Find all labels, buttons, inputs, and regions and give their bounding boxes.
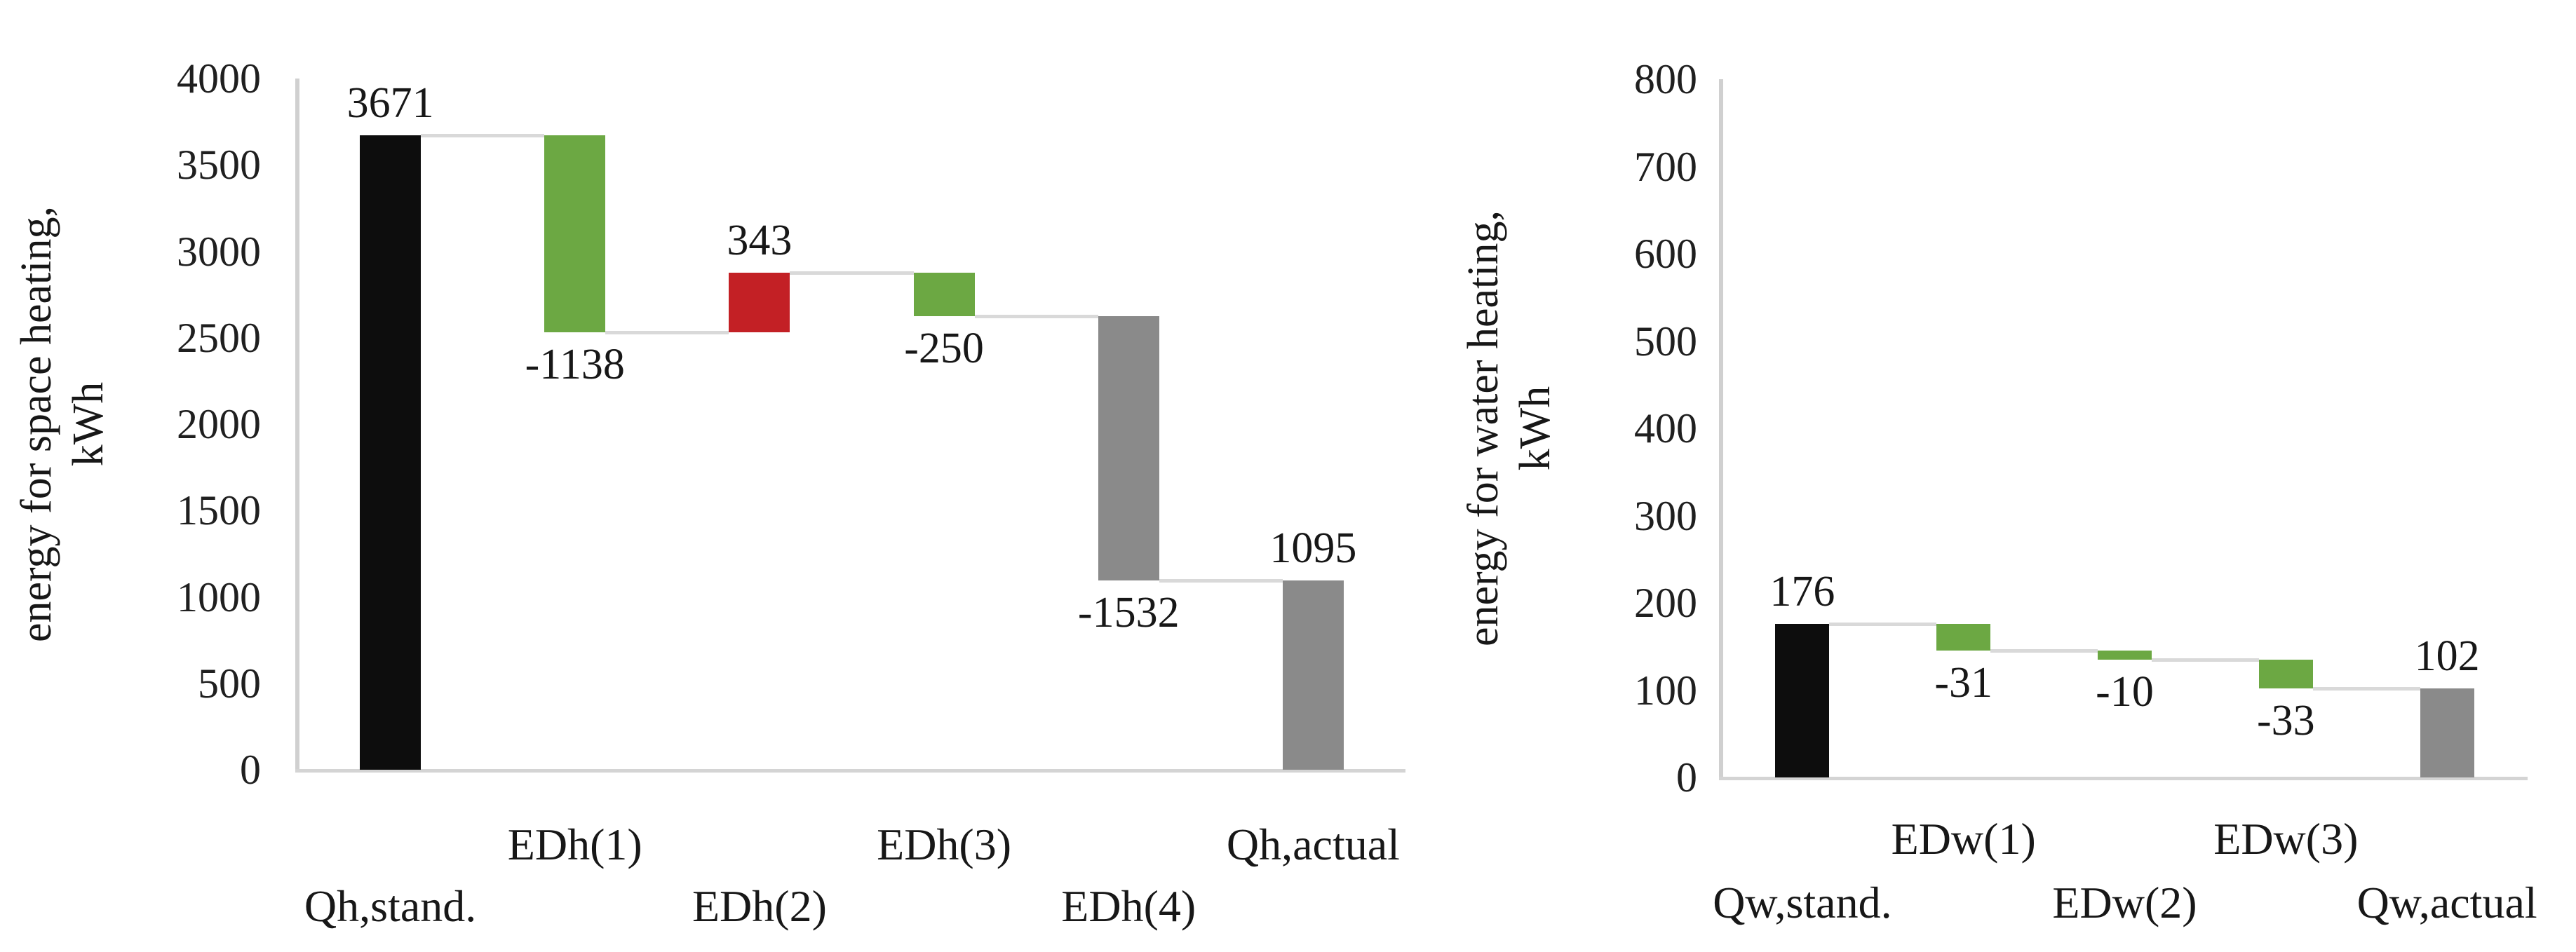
category-label: EDh(2): [692, 881, 827, 931]
connector-line: [605, 330, 729, 334]
category-label: EDh(1): [507, 820, 642, 869]
waterfall-bar: [1936, 623, 1991, 651]
y-tick-label: 1500: [177, 487, 261, 534]
y-tick-label: 300: [1634, 492, 1697, 539]
y-tick-label: 700: [1634, 143, 1697, 190]
x-axis-baseline: [1719, 777, 2528, 780]
waterfall-bar: [1775, 623, 1830, 777]
y-tick-label: 100: [1634, 667, 1697, 714]
bar-value-label: 176: [1769, 567, 1835, 616]
waterfall-bar: [913, 273, 975, 316]
waterfall-bar: [544, 135, 606, 332]
y-tick-label: 0: [1676, 754, 1697, 801]
connector-line: [1990, 649, 2098, 653]
bar-value-label: -1532: [1077, 589, 1180, 637]
y-tick-label: 600: [1634, 231, 1697, 277]
bar-value-label: 102: [2414, 632, 2480, 680]
category-label: EDw(1): [1891, 814, 2036, 864]
waterfall-bar: [729, 273, 790, 332]
category-label: Qh,actual: [1226, 820, 1400, 869]
bar-value-label: -10: [2096, 667, 2154, 716]
connector-line: [2312, 687, 2420, 691]
waterfall-bar: [360, 135, 422, 770]
category-label: Qw,stand.: [1713, 878, 1892, 927]
y-tick-label: 500: [1634, 318, 1697, 365]
bar-value-label: 3671: [346, 79, 434, 128]
waterfall-bar: [2258, 659, 2313, 688]
bar-value-label: -33: [2256, 697, 2315, 744]
connector-line: [421, 134, 545, 138]
bar-value-label: -250: [904, 324, 984, 372]
y-tick-label: 2500: [177, 314, 261, 361]
y-tick-label: 4000: [177, 55, 261, 102]
connector-line: [790, 271, 914, 276]
connector-line: [974, 314, 1098, 318]
y-axis-line: [295, 79, 299, 773]
bar-value-label: -1138: [525, 340, 625, 388]
x-axis-baseline: [295, 769, 1405, 773]
bar-value-label: -31: [1934, 659, 1993, 707]
y-tick-label: 3000: [177, 228, 261, 275]
waterfall-bar: [2420, 688, 2474, 777]
y-axis-line: [1719, 79, 1723, 780]
y-tick-label: 500: [198, 660, 261, 707]
connector-line: [2152, 658, 2259, 662]
y-tick-label: 3500: [177, 142, 261, 189]
y-tick-label: 200: [1634, 580, 1697, 626]
category-label: Qw,actual: [2356, 878, 2537, 927]
connector-line: [1159, 579, 1283, 583]
category-label: EDh(3): [877, 820, 1012, 869]
waterfall-bar: [1098, 315, 1159, 581]
category-label: EDw(2): [2052, 878, 2197, 927]
y-tick-label: 400: [1634, 405, 1697, 451]
y-tick-label: 0: [240, 747, 261, 793]
y-tick-label: 2000: [177, 401, 261, 447]
waterfall-bar: [1282, 580, 1344, 770]
y-tick-label: 1000: [177, 573, 261, 620]
bar-value-label: 343: [727, 217, 793, 265]
category-label: EDw(3): [2213, 814, 2359, 864]
connector-line: [1829, 622, 1937, 626]
y-tick-label: 800: [1634, 56, 1697, 102]
bar-value-label: 1095: [1269, 524, 1357, 573]
category-label: Qh,stand.: [304, 881, 477, 931]
waterfall-bar: [2098, 651, 2152, 660]
category-label: EDh(4): [1061, 881, 1196, 931]
